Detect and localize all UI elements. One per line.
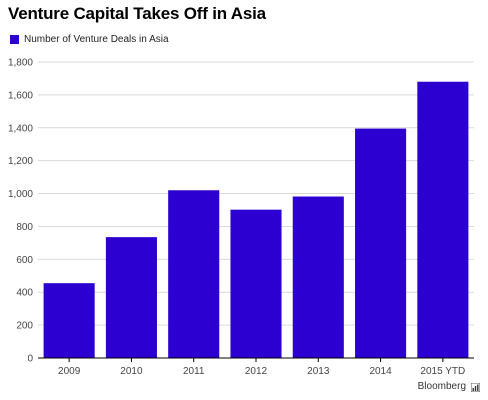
y-tick-label: 1,800 bbox=[8, 58, 33, 69]
bloomberg-chart-icon bbox=[471, 383, 480, 392]
x-tick-label: 2014 bbox=[369, 366, 392, 377]
y-tick-label: 200 bbox=[16, 321, 33, 332]
x-tick-label: 2012 bbox=[245, 366, 268, 377]
x-tick-label: 2010 bbox=[120, 366, 143, 377]
y-tick-label: 400 bbox=[16, 288, 33, 299]
y-tick-label: 600 bbox=[16, 255, 33, 266]
y-tick-label: 1,200 bbox=[8, 156, 33, 167]
x-tick-label: 2013 bbox=[307, 366, 330, 377]
y-axis-ticks: 0 200 400 600 800 1,000 1,200 1,400 1,600 1,800 bbox=[8, 58, 33, 365]
y-tick-label: 1,400 bbox=[8, 123, 33, 134]
bar-2011 bbox=[168, 190, 220, 358]
bars bbox=[43, 81, 469, 358]
bar-2015-ytd bbox=[417, 81, 469, 358]
x-axis: 2009 2010 2011 2012 2013 2014 2015 YTD bbox=[38, 357, 474, 377]
legend-swatch bbox=[10, 35, 19, 44]
y-tick-label: 800 bbox=[16, 222, 33, 233]
bar-2013 bbox=[292, 196, 344, 358]
x-tick-label: 2015 YTD bbox=[420, 366, 465, 377]
bar-2009 bbox=[43, 283, 95, 358]
bar-2012 bbox=[230, 209, 282, 358]
chart-title: Venture Capital Takes Off in Asia bbox=[8, 4, 266, 23]
bar-2014 bbox=[355, 128, 407, 358]
bar-2010 bbox=[105, 237, 157, 358]
y-tick-label: 0 bbox=[27, 354, 33, 365]
legend-label: Number of Venture Deals in Asia bbox=[24, 34, 169, 45]
x-tick-label: 2009 bbox=[58, 366, 81, 377]
y-tick-label: 1,600 bbox=[8, 90, 33, 101]
source-credit: Bloomberg bbox=[417, 381, 466, 392]
x-tick-label: 2011 bbox=[183, 366, 205, 377]
legend: Number of Venture Deals in Asia bbox=[10, 34, 169, 45]
y-tick-label: 1,000 bbox=[8, 189, 33, 200]
